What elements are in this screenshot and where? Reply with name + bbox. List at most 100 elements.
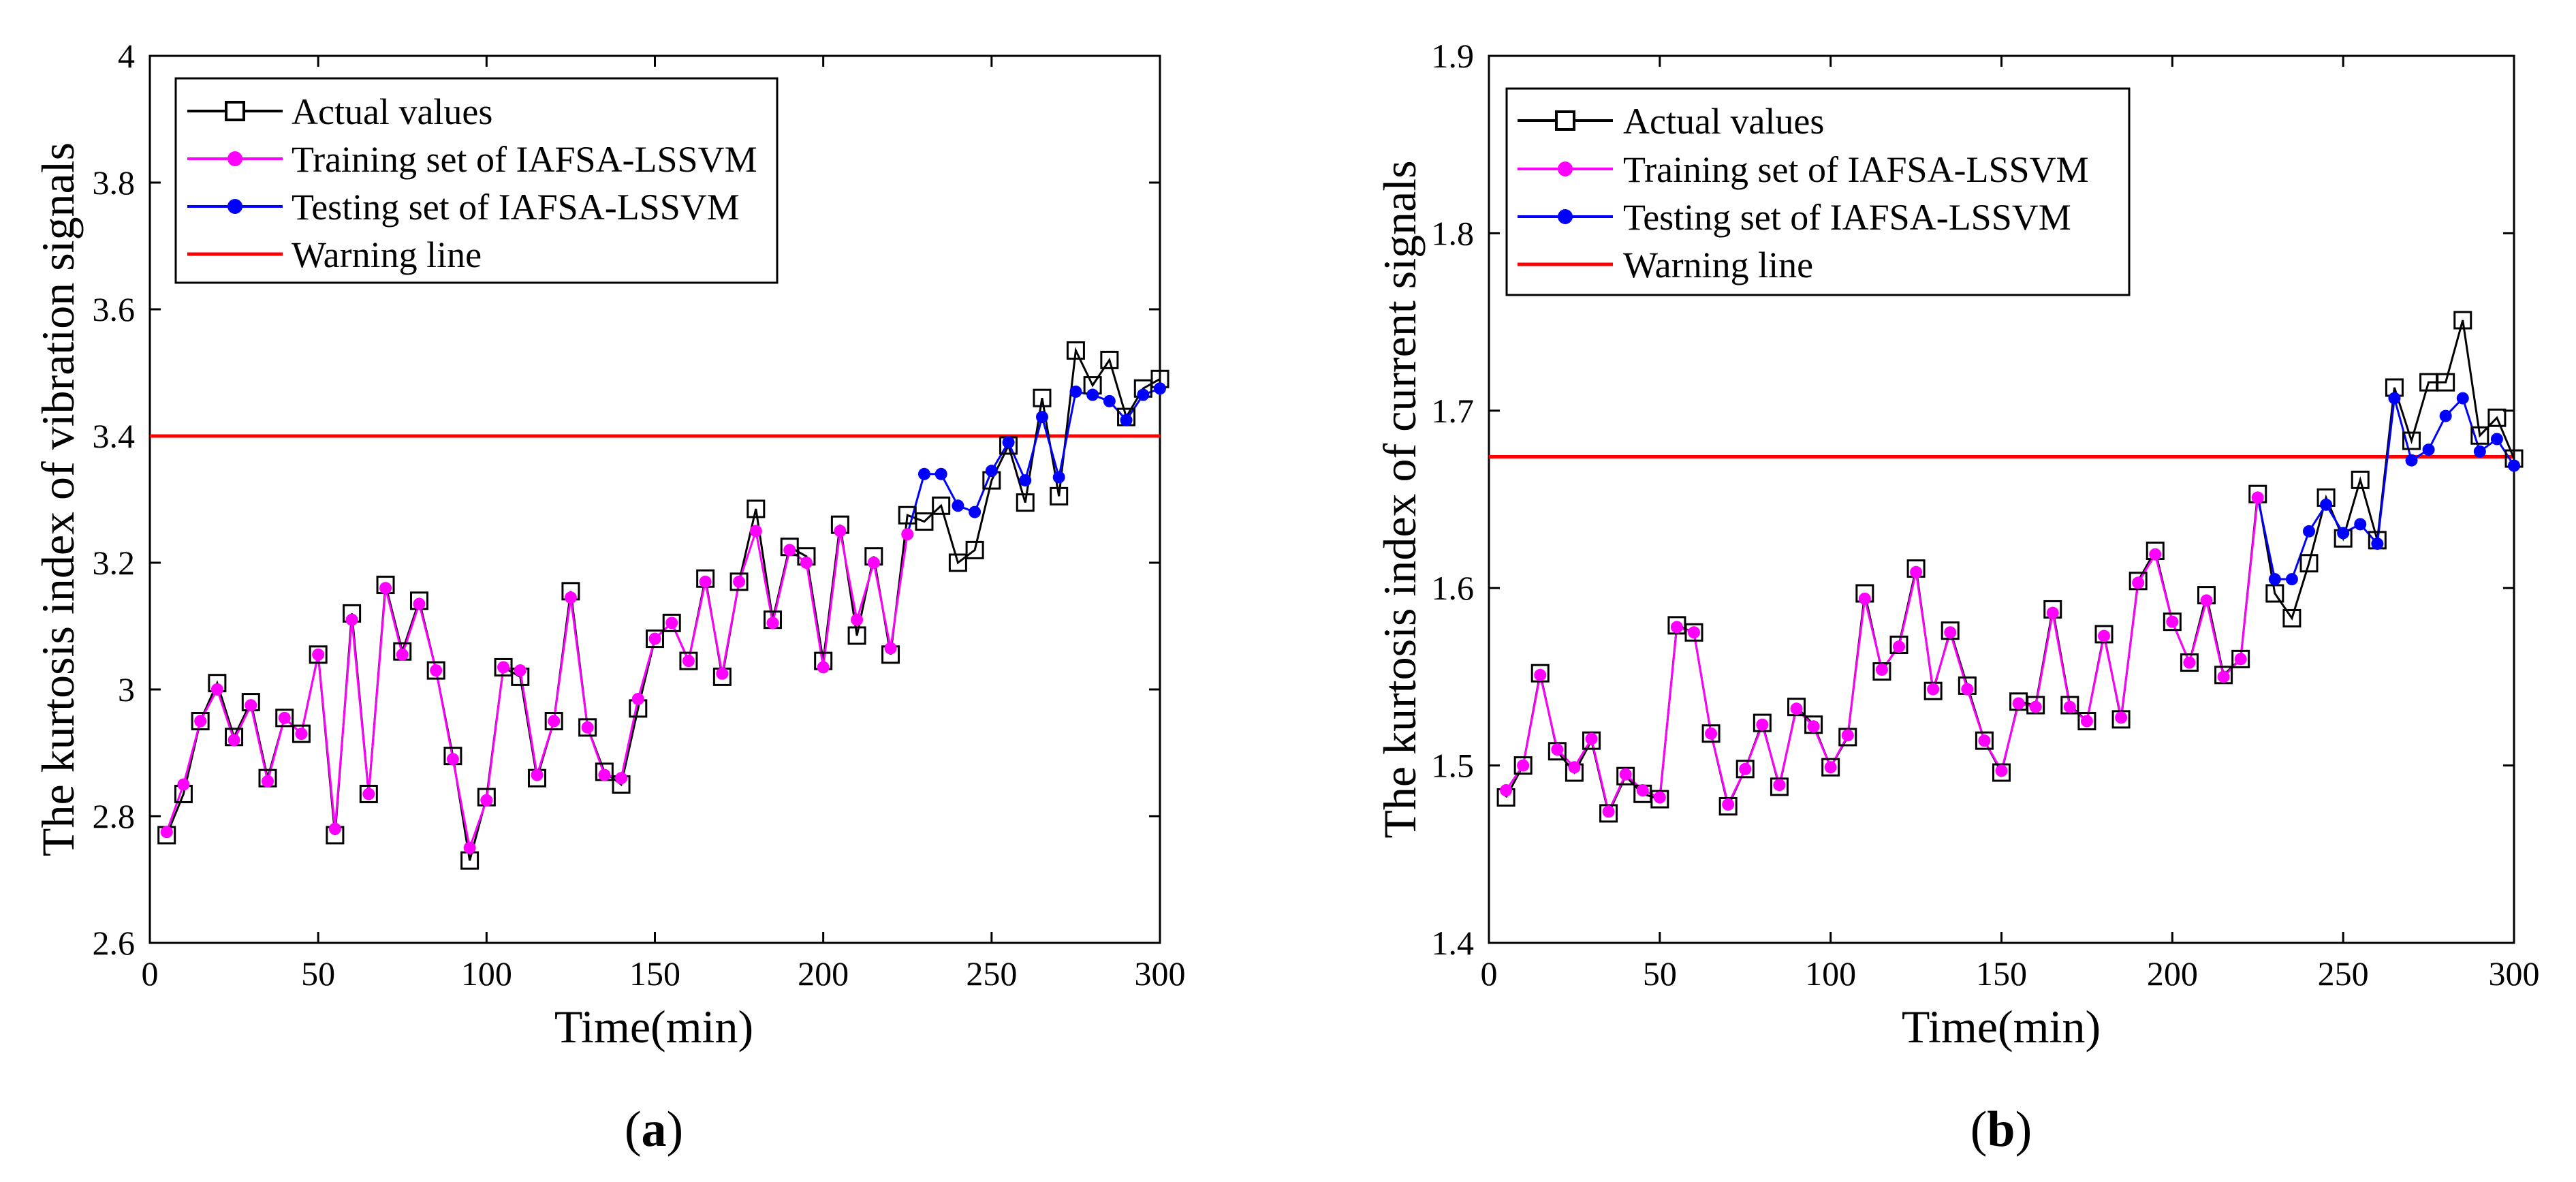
legend-a-warning-label: Warning line bbox=[292, 234, 482, 275]
chart-b-actual-point bbox=[2299, 554, 2319, 573]
chart-a-training-point bbox=[278, 711, 291, 724]
chart-a-training-point bbox=[160, 826, 173, 839]
chart-b-training-point bbox=[1517, 759, 1530, 772]
chart-a-actual-point bbox=[729, 572, 749, 591]
chart-b-testing-point bbox=[2490, 433, 2503, 446]
chart-b-training-point bbox=[1653, 791, 1666, 804]
chart-a-training-point bbox=[581, 721, 594, 734]
chart-b-actual-point bbox=[2282, 608, 2302, 627]
chart-a-training-point bbox=[665, 617, 678, 629]
chart-a: 0 50 100 150 200 250 300 2.6 2.8 3 3.2 3.4 3.6 3.8 4 A… bbox=[32, 37, 1186, 1157]
chart-a-ytick-label: 2.8 bbox=[93, 797, 136, 835]
chart-b-ytick-label: 1.6 bbox=[1432, 569, 1475, 607]
legend-b-testing-label: Testing set of IAFSA-LSSVM bbox=[1623, 197, 2071, 238]
chart-a-actual-point bbox=[847, 626, 866, 645]
chart-b-testing-point bbox=[2371, 538, 2384, 550]
chart-a-training-point bbox=[446, 753, 459, 766]
chart-b-training-point bbox=[1722, 798, 1735, 811]
legend-a-training-marker bbox=[227, 151, 242, 166]
chart-b-actual-point bbox=[2402, 431, 2421, 450]
chart-b-training-point bbox=[2012, 697, 2025, 710]
chart-b-training-point bbox=[2166, 615, 2179, 628]
chart-a-testing-point bbox=[1137, 388, 1150, 401]
legend-b-testing-marker bbox=[1558, 209, 1573, 224]
chart-b-actual-point bbox=[1889, 636, 1909, 655]
chart-b-actual-point bbox=[1684, 623, 1703, 642]
chart-a-training-point bbox=[531, 768, 544, 781]
chart-a-testing-point bbox=[1019, 474, 1032, 487]
chart-b-testing-point bbox=[2303, 525, 2315, 538]
chart-a-actual-point bbox=[359, 784, 378, 803]
chart-b: 0 50 100 150 200 250 300 1.4 1.5 1.6 1.7 1.8 1.9 Act… bbox=[1374, 37, 2540, 1157]
chart-a-actual-point bbox=[275, 709, 294, 728]
chart-b-training-point bbox=[1961, 683, 1974, 696]
chart-b-testing-point bbox=[2405, 454, 2418, 467]
chart-b-actual-point bbox=[1599, 804, 1618, 823]
chart-a-training-point bbox=[834, 525, 847, 538]
chart-a-training-point bbox=[800, 557, 813, 569]
chart-b-ytick-label: 1.8 bbox=[1432, 214, 1475, 252]
chart-b-training-point bbox=[2200, 594, 2213, 607]
chart-b-training-point bbox=[1858, 592, 1871, 605]
chart-b-actual-point bbox=[2214, 666, 2233, 685]
chart-a-ytick-label: 4 bbox=[118, 37, 135, 75]
chart-a-testing-point bbox=[1120, 414, 1133, 426]
legend-a-training-label: Training set of IAFSA-LSSVM bbox=[292, 139, 757, 180]
chart-b-training-point bbox=[2234, 653, 2247, 666]
chart-a-testing-point bbox=[1052, 471, 1065, 484]
chart-a-training-point bbox=[345, 613, 358, 626]
chart-b-training-point bbox=[1875, 663, 1888, 676]
chart-a-ytick-label: 3.6 bbox=[93, 290, 136, 328]
chart-b-testing-point bbox=[2456, 392, 2469, 405]
chart-b-actual-point bbox=[1821, 758, 1840, 777]
chart-b-testing-point bbox=[2508, 459, 2520, 472]
chart-b-actual-point bbox=[1650, 790, 1669, 809]
legend-a-actual-label: Actual values bbox=[292, 91, 492, 132]
chart-b-training-point bbox=[2080, 715, 2093, 728]
chart-a-testing-point bbox=[1069, 385, 1082, 398]
chart-b-testing-point bbox=[2337, 527, 2350, 540]
chart-a-actual-point bbox=[544, 712, 563, 730]
chart-a-actual-point bbox=[1033, 388, 1052, 407]
chart-b-ytick-label: 1.9 bbox=[1432, 37, 1475, 75]
chart-b-training-point bbox=[1670, 621, 1683, 634]
legend-b-training-marker bbox=[1558, 161, 1573, 176]
chart-b-xtick-label: 0 bbox=[1481, 954, 1498, 993]
chart-a-training-point bbox=[648, 632, 661, 645]
chart-b-actual-point bbox=[2487, 408, 2507, 427]
chart-b-training-point bbox=[1739, 762, 1752, 775]
chart-b-actual-point bbox=[2436, 373, 2455, 392]
legend-b-actual-marker bbox=[1555, 110, 1575, 131]
chart-b-actual-point bbox=[1787, 698, 1806, 717]
chart-b-actual-point bbox=[2163, 612, 2182, 632]
chart-a-actual-point bbox=[948, 553, 967, 572]
chart-a-actual-point bbox=[915, 512, 934, 531]
chart-a-actual-point bbox=[292, 724, 311, 743]
chart-a-actual-point bbox=[662, 613, 681, 632]
chart-b-actual-point bbox=[2470, 426, 2489, 445]
chart-b-training-point bbox=[1705, 727, 1718, 740]
chart-b-training-point bbox=[1978, 734, 1991, 747]
chart-b-training-point bbox=[2063, 700, 2076, 713]
chart-b-training-point bbox=[1790, 702, 1803, 715]
chart-a-testing-point bbox=[1002, 436, 1015, 449]
chart-b-training-point bbox=[1944, 626, 1957, 639]
chart-a-training-point bbox=[749, 525, 762, 538]
chart-a-xlabel: Time(min) bbox=[554, 1001, 753, 1053]
chart-b-training-point bbox=[2149, 548, 2162, 561]
chart-b-actual-point bbox=[2180, 653, 2199, 672]
chart-b-training-point bbox=[2251, 491, 2264, 504]
chart-b-actual-point bbox=[1804, 715, 1823, 734]
chart-b-actual-point bbox=[1941, 621, 1960, 640]
chart-b-training-point bbox=[2183, 656, 2196, 669]
chart-a-training-point bbox=[631, 692, 644, 705]
chart-a-training-point bbox=[548, 715, 561, 728]
chart-b-actual-point bbox=[2094, 625, 2114, 644]
chart-b-actual-point bbox=[2026, 696, 2045, 715]
chart-b-training-point bbox=[1824, 761, 1837, 774]
legend-b-training-label: Training set of IAFSA-LSSVM bbox=[1623, 149, 2089, 190]
chart-a-training-point bbox=[463, 841, 476, 854]
chart-a-actual-point bbox=[1066, 341, 1085, 360]
chart-a-actual-point bbox=[1016, 493, 1035, 512]
